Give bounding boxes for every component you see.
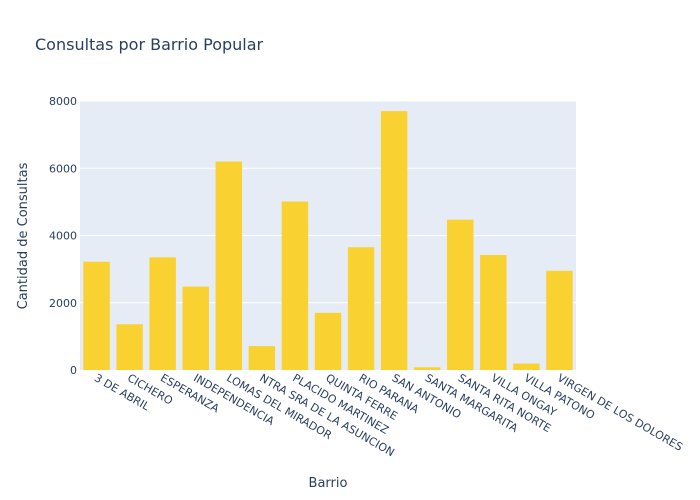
- bars: [83, 111, 573, 371]
- bar: [546, 270, 573, 370]
- y-tick-label: 2000: [49, 297, 77, 310]
- bar: [182, 286, 209, 370]
- bar: [447, 219, 474, 370]
- bar: [513, 363, 540, 370]
- bar: [413, 367, 441, 370]
- chart-title: Consultas por Barrio Popular: [35, 35, 264, 54]
- y-axis-ticks: 0 2000 4000 6000 8000: [49, 95, 77, 377]
- y-tick-label: 8000: [49, 95, 77, 108]
- bar: [248, 346, 276, 370]
- bar: [314, 312, 342, 370]
- bar: [281, 201, 309, 370]
- bar: [480, 255, 507, 370]
- bar: [347, 247, 375, 370]
- y-tick-label: 6000: [49, 162, 77, 175]
- y-axis-title: Cantidad de Consultas: [16, 162, 31, 309]
- bar: [83, 261, 110, 370]
- x-axis-title: Barrio: [309, 476, 348, 491]
- y-tick-label: 4000: [49, 230, 77, 243]
- bar: [116, 324, 143, 370]
- y-tick-label: 0: [70, 364, 77, 377]
- bar: [215, 161, 243, 370]
- bar: [380, 111, 408, 371]
- bar: [149, 257, 176, 370]
